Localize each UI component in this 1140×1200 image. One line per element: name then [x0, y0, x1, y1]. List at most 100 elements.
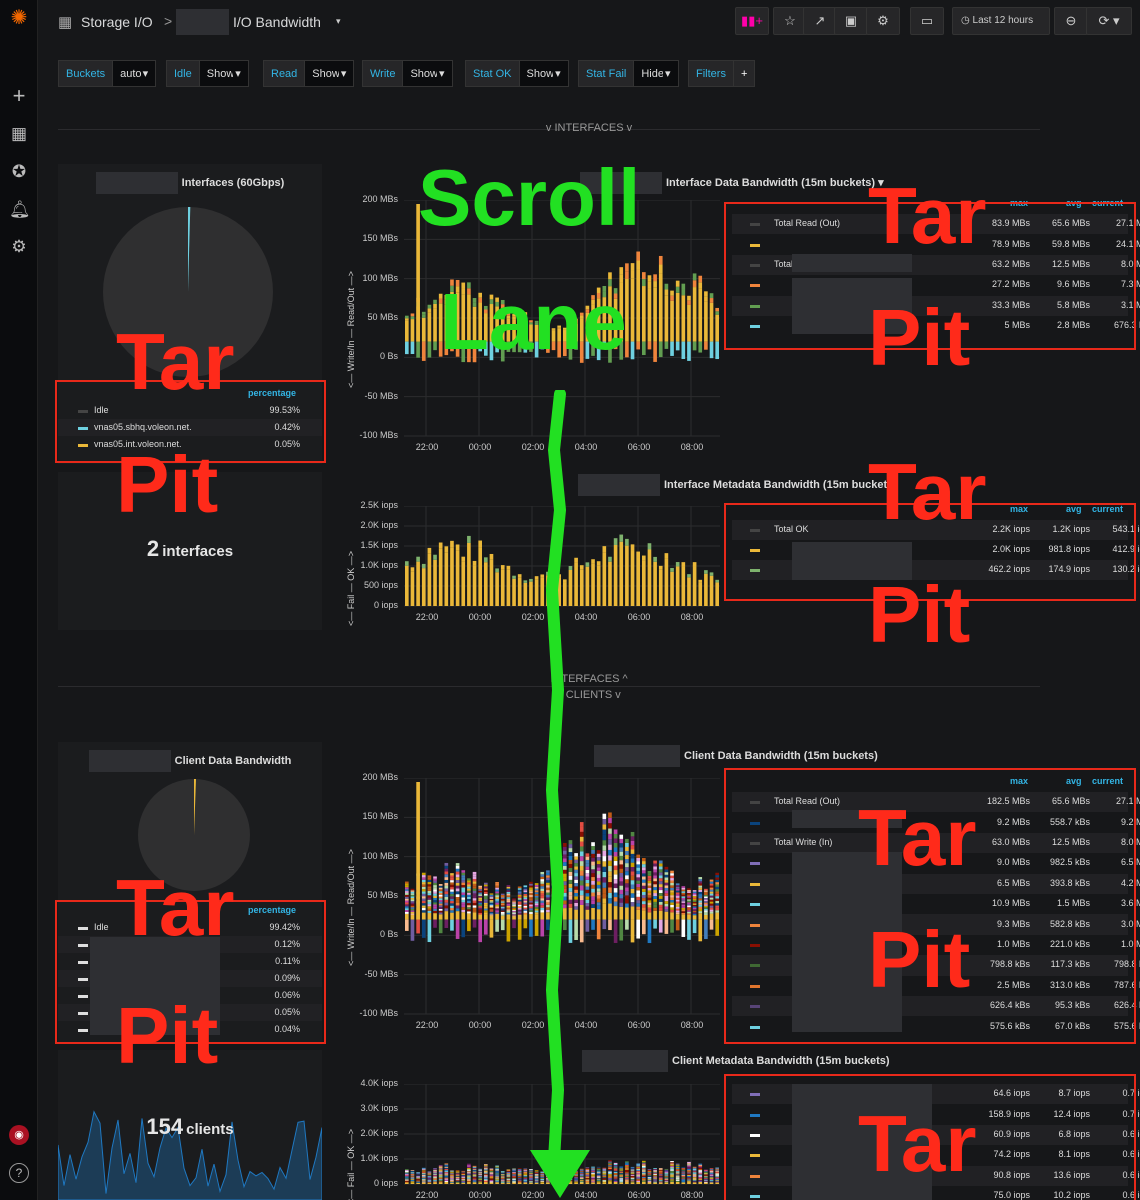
share-icon[interactable]: ↗: [803, 7, 837, 35]
legend-item[interactable]: vnas05.sbhq.voleon.net. 0.42%: [58, 419, 322, 436]
bar-segment: [568, 565, 573, 570]
legend-value: 0.05%: [274, 1006, 300, 1017]
variable-buckets[interactable]: Buckets auto ▾: [58, 60, 157, 87]
row-title-interfaces[interactable]: v INTERFACES v: [545, 122, 633, 134]
chevron-down-icon[interactable]: ▾: [437, 60, 453, 87]
legend-header-percentage[interactable]: percentage: [247, 388, 296, 398]
legend-item[interactable]: 0.11%: [58, 953, 322, 970]
star-icon[interactable]: ☆: [773, 7, 807, 35]
zoom-out-icon[interactable]: ⊖: [1054, 7, 1088, 35]
bar-segment: [410, 313, 415, 317]
bar-segment: [427, 897, 432, 900]
bar-segment: [467, 1166, 471, 1169]
chart-plot-area[interactable]: [404, 200, 720, 438]
legend-header-percentage[interactable]: percentage: [247, 905, 296, 915]
save-icon[interactable]: ▣: [834, 7, 868, 35]
variable-idle[interactable]: Idle Show ▾: [166, 60, 249, 87]
row-title-clients[interactable]: v CLIENTS v: [557, 689, 621, 701]
legend-header-current[interactable]: current: [1092, 776, 1124, 786]
row-title-interfaces-collapsed[interactable]: INTERFACES ^: [550, 673, 628, 685]
panel-title[interactable]: Interface Metadata Bandwidth (15m bucket…: [578, 474, 897, 496]
help-icon[interactable]: ?: [9, 1163, 29, 1183]
legend-item[interactable]: vnas05.int.voleon.net. 0.05%: [58, 436, 322, 453]
title-chevron-icon[interactable]: ▾: [336, 16, 341, 26]
tv-mode-icon[interactable]: ▭: [910, 7, 944, 35]
settings-gear-icon[interactable]: ⚙: [866, 7, 900, 35]
chevron-down-icon[interactable]: ▾: [140, 60, 157, 87]
bar-segment: [625, 1167, 629, 1169]
plus-icon[interactable]: +: [12, 83, 26, 108]
bar-segment: [647, 897, 652, 901]
chart-plot-area[interactable]: [404, 778, 720, 1016]
variable-stat-ok[interactable]: Stat OK Show ▾: [465, 60, 569, 87]
bar-segment: [596, 857, 601, 861]
variable-write[interactable]: Write Show ▾: [362, 60, 453, 87]
chevron-down-icon[interactable]: ▾: [233, 60, 249, 87]
refresh-button[interactable]: ⟳ ▾: [1086, 7, 1132, 35]
bar-segment: [495, 297, 499, 302]
bar-segment: [642, 901, 646, 905]
chevron-down-icon[interactable]: ▾: [553, 60, 569, 87]
bar-segment: [563, 579, 567, 583]
bar-segment: [574, 899, 578, 903]
variable-stat-fail[interactable]: Stat Fail Hide ▾: [578, 60, 679, 87]
panel-title[interactable]: Client Data Bandwidth (15m buckets): [594, 745, 878, 767]
legend-header-current[interactable]: current: [1092, 504, 1124, 514]
panel-title[interactable]: Interface Data Bandwidth (15m buckets) ▾: [580, 172, 884, 194]
bar-segment: [630, 550, 635, 606]
chart-plot-area[interactable]: [404, 506, 720, 608]
bar-segment: [658, 875, 663, 879]
variable-read[interactable]: Read Show ▾: [263, 60, 355, 87]
alerting-bell-icon[interactable]: 🔔︎: [9, 200, 31, 219]
variable-dropdown[interactable]: +: [733, 60, 756, 87]
grafana-logo-icon[interactable]: ✺: [10, 7, 28, 29]
chevron-down-icon[interactable]: ▾: [338, 60, 355, 87]
bar-segment: [523, 1169, 528, 1171]
bar-segment: [546, 1180, 550, 1182]
panel-title[interactable]: Client Data Bandwidth: [58, 750, 322, 772]
add-panel-button[interactable]: ▮▮+: [735, 7, 769, 35]
user-avatar[interactable]: ◉: [9, 1125, 29, 1145]
time-picker-button[interactable]: ◷ Last 12 hours: [952, 7, 1050, 35]
legend-header-max[interactable]: max: [1010, 776, 1029, 786]
dashboards-icon[interactable]: ▦: [10, 124, 28, 143]
chevron-down-icon[interactable]: ▾: [662, 60, 679, 87]
legend-header-max[interactable]: max: [1010, 504, 1029, 514]
bar-segment: [461, 880, 466, 883]
bar-segment: [625, 1163, 629, 1165]
bar-segment: [506, 1174, 511, 1176]
legend-header-avg[interactable]: avg: [1066, 504, 1082, 514]
variable-filters[interactable]: Filters +: [688, 60, 756, 87]
dashboard-title[interactable]: I/O Bandwidth: [233, 14, 321, 30]
bar-segment: [512, 1172, 516, 1174]
bar-segment: [670, 897, 674, 901]
legend-header-avg[interactable]: avg: [1066, 776, 1082, 786]
bar-segment: [653, 901, 657, 905]
panel-title[interactable]: Client Metadata Bandwidth (15m buckets): [582, 1050, 890, 1072]
explore-icon[interactable]: ✪: [11, 162, 27, 181]
legend-item[interactable]: Idle 99.53%: [58, 402, 322, 419]
legend-item[interactable]: Idle 99.42%: [58, 919, 322, 936]
breadcrumb-folder[interactable]: Storage I/O: [81, 14, 153, 30]
legend-item[interactable]: 0.04%: [58, 1021, 322, 1038]
configuration-gear-icon[interactable]: ⚙: [11, 237, 27, 256]
panel-title[interactable]: Interfaces (60Gbps): [58, 172, 322, 194]
legend-item[interactable]: 0.06%: [58, 987, 322, 1004]
